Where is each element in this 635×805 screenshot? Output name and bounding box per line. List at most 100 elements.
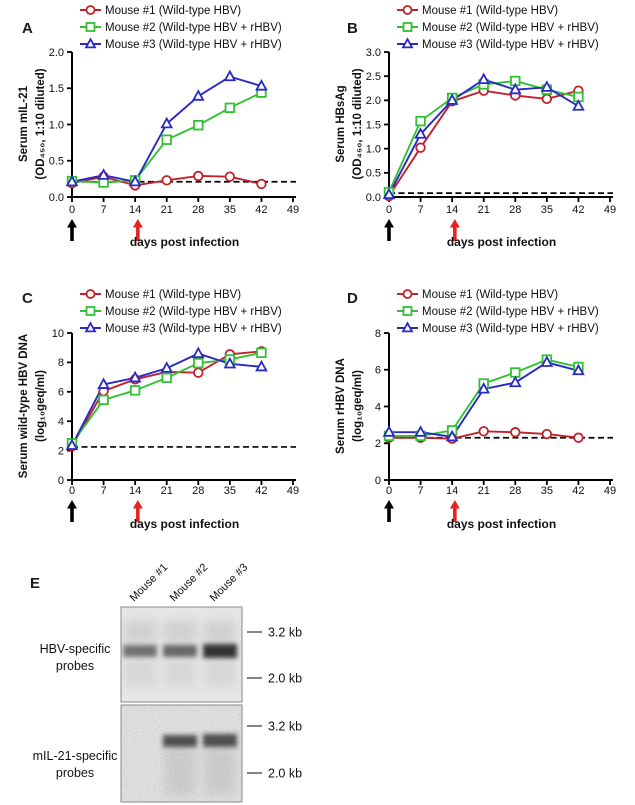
legend-label: Mouse #1 (Wild-type HBV) <box>105 5 241 17</box>
gel-bands <box>123 620 237 687</box>
svg-text:7: 7 <box>101 204 107 216</box>
svg-text:0: 0 <box>69 204 75 216</box>
gel-row-label-mil21-line1: mIL-21-specific <box>32 749 118 763</box>
injection-arrow-black <box>67 500 77 522</box>
x-axis-label: days post infection <box>130 517 239 531</box>
svg-text:0.0: 0.0 <box>49 192 64 204</box>
legend-label: Mouse #2 (Wild-type HBV + rHBV) <box>422 306 599 318</box>
svg-text:1.5: 1.5 <box>49 83 64 95</box>
svg-text:6: 6 <box>58 387 64 399</box>
y-tick-labels: 0 2 4 6 8 10 <box>52 328 72 487</box>
band-lane-2 <box>163 735 197 747</box>
injection-arrow-black <box>67 219 77 241</box>
series-line-mouse-2 <box>389 358 579 437</box>
svg-text:0: 0 <box>69 485 75 497</box>
svg-text:49: 49 <box>604 485 616 497</box>
svg-text:0: 0 <box>386 204 392 216</box>
svg-text:14: 14 <box>129 485 141 497</box>
svg-text:21: 21 <box>478 204 490 216</box>
series-markers-mouse-3 <box>382 355 585 442</box>
gel-row-label-mil21-line2: probes <box>55 766 95 780</box>
panel-letter-B: B <box>347 20 358 37</box>
svg-text:8: 8 <box>58 357 64 369</box>
svg-text:49: 49 <box>287 204 299 216</box>
panel-A: A Serum mIL-21 (OD₄₅₀, 1:10 diluted) Mou… <box>0 0 317 258</box>
series-line-mouse-3 <box>71 75 262 183</box>
chart-A-plot: Mouse #1 (Wild-type HBV) Mouse #2 (Wild-t… <box>49 5 299 249</box>
svg-text:10: 10 <box>52 328 64 340</box>
legend-label: Mouse #2 (Wild-type HBV + rHBV) <box>422 22 599 34</box>
panel-letter-C: C <box>22 290 33 307</box>
svg-text:7: 7 <box>101 485 107 497</box>
svg-text:8: 8 <box>375 328 381 340</box>
band-lane-3 <box>203 734 237 747</box>
svg-text:7: 7 <box>418 485 424 497</box>
svg-text:2.0: 2.0 <box>366 95 381 107</box>
size-marker-label: 2.0 kb <box>268 767 302 781</box>
svg-text:49: 49 <box>604 204 616 216</box>
svg-text:14: 14 <box>446 485 458 497</box>
svg-text:35: 35 <box>541 204 553 216</box>
series-line-mouse-1 <box>388 89 579 197</box>
svg-text:14: 14 <box>446 204 458 216</box>
legend-label: Mouse #3 (Wild-type HBV + rHBV) <box>105 323 282 335</box>
panel-letter-E: E <box>30 575 41 592</box>
legend-label: Mouse #3 (Wild-type HBV + rHBV) <box>422 323 599 335</box>
lane-label-mouse-2: Mouse #2 <box>168 561 211 604</box>
legend: Mouse #1 (Wild-type HBV) Mouse #2 (Wild-t… <box>397 289 599 335</box>
svg-text:21: 21 <box>478 485 490 497</box>
svg-text:2: 2 <box>58 445 64 457</box>
legend-entry-mouse-1: Mouse #1 (Wild-type HBV) <box>80 5 241 17</box>
band-lane-3 <box>203 644 237 658</box>
legend-label: Mouse #3 (Wild-type HBV + rHBV) <box>105 39 282 51</box>
svg-text:0: 0 <box>386 485 392 497</box>
svg-text:7: 7 <box>418 204 424 216</box>
x-tick-labels: 0 7 14 21 28 35 42 49 <box>386 480 616 497</box>
svg-text:28: 28 <box>192 204 204 216</box>
legend-entry-mouse-3: Mouse #3 (Wild-type HBV + rHBV) <box>397 37 599 51</box>
band-lane-1 <box>123 645 157 657</box>
legend: Mouse #1 (Wild-type HBV) Mouse #2 (Wild-t… <box>80 5 282 51</box>
x-tick-labels: 0 7 14 21 28 35 42 49 <box>386 197 616 216</box>
chart-C-plot: Mouse #1 (Wild-type HBV) Mouse #2 (Wild-t… <box>52 289 299 531</box>
treatment-arrow-red <box>449 500 460 522</box>
svg-text:28: 28 <box>192 485 204 497</box>
svg-text:42: 42 <box>255 485 267 497</box>
svg-text:6: 6 <box>375 365 381 377</box>
svg-text:2.0: 2.0 <box>49 47 64 59</box>
svg-text:35: 35 <box>541 485 553 497</box>
gel-row-label-mil21: mIL-21-specific probes <box>15 748 135 782</box>
svg-text:28: 28 <box>509 485 521 497</box>
legend-entry-mouse-2: Mouse #2 (Wild-type HBV + rHBV) <box>80 306 282 318</box>
y-tick-labels: 0.0 0.5 1.0 1.5 2.0 <box>49 47 72 204</box>
legend: Mouse #1 (Wild-type HBV) Mouse #2 (Wild-t… <box>80 289 282 335</box>
lane-label-mouse-3: Mouse #3 <box>208 561 251 604</box>
svg-text:42: 42 <box>572 485 584 497</box>
blot-mil21-probes: 3.2 kb 2.0 kb <box>120 704 302 803</box>
size-marker-label: 3.2 kb <box>268 626 302 640</box>
treatment-arrow-red <box>132 500 143 522</box>
svg-text:0: 0 <box>58 475 64 487</box>
legend-entry-mouse-3: Mouse #3 (Wild-type HBV + rHBV) <box>397 321 599 335</box>
lane-label-mouse-1: Mouse #1 <box>128 561 171 604</box>
legend: Mouse #1 (Wild-type HBV) Mouse #2 (Wild-t… <box>397 5 599 51</box>
panel-E: E HBV-specific probes mIL-21-specific pr… <box>0 545 635 805</box>
svg-text:49: 49 <box>287 485 299 497</box>
axes <box>388 333 613 481</box>
svg-text:35: 35 <box>224 204 236 216</box>
legend-entry-mouse-2: Mouse #2 (Wild-type HBV + rHBV) <box>397 306 599 318</box>
svg-text:0: 0 <box>375 475 381 487</box>
svg-text:35: 35 <box>224 485 236 497</box>
x-axis-label: days post infection <box>130 235 239 249</box>
legend-entry-mouse-1: Mouse #1 (Wild-type HBV) <box>397 5 558 17</box>
panel-B: B Serum HBsAg (OD₄₅₀, 1:10 diluted) Mous… <box>317 0 635 258</box>
series-markers-mouse-3 <box>382 72 585 200</box>
legend-entry-mouse-1: Mouse #1 (Wild-type HBV) <box>80 289 241 301</box>
legend-label: Mouse #3 (Wild-type HBV + rHBV) <box>422 39 599 51</box>
legend-label: Mouse #2 (Wild-type HBV + rHBV) <box>105 306 282 318</box>
gel-row-label-hbv-line1: HBV-specific <box>39 642 111 656</box>
svg-text:28: 28 <box>509 204 521 216</box>
